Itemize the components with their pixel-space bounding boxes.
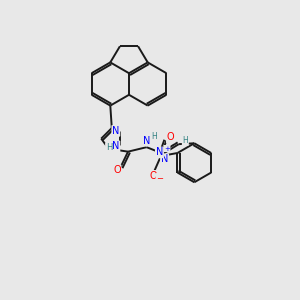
Text: N: N <box>143 136 150 146</box>
Text: H: H <box>151 132 157 141</box>
Text: N: N <box>161 154 168 164</box>
Text: O: O <box>149 171 157 181</box>
Text: N: N <box>112 141 119 151</box>
Text: O: O <box>113 165 121 175</box>
Text: N: N <box>112 126 119 136</box>
Text: H: H <box>182 136 188 145</box>
Text: O: O <box>167 132 174 142</box>
Text: N: N <box>156 147 163 158</box>
Text: −: − <box>156 174 163 183</box>
Text: H: H <box>106 143 112 152</box>
Text: +: + <box>164 146 170 152</box>
